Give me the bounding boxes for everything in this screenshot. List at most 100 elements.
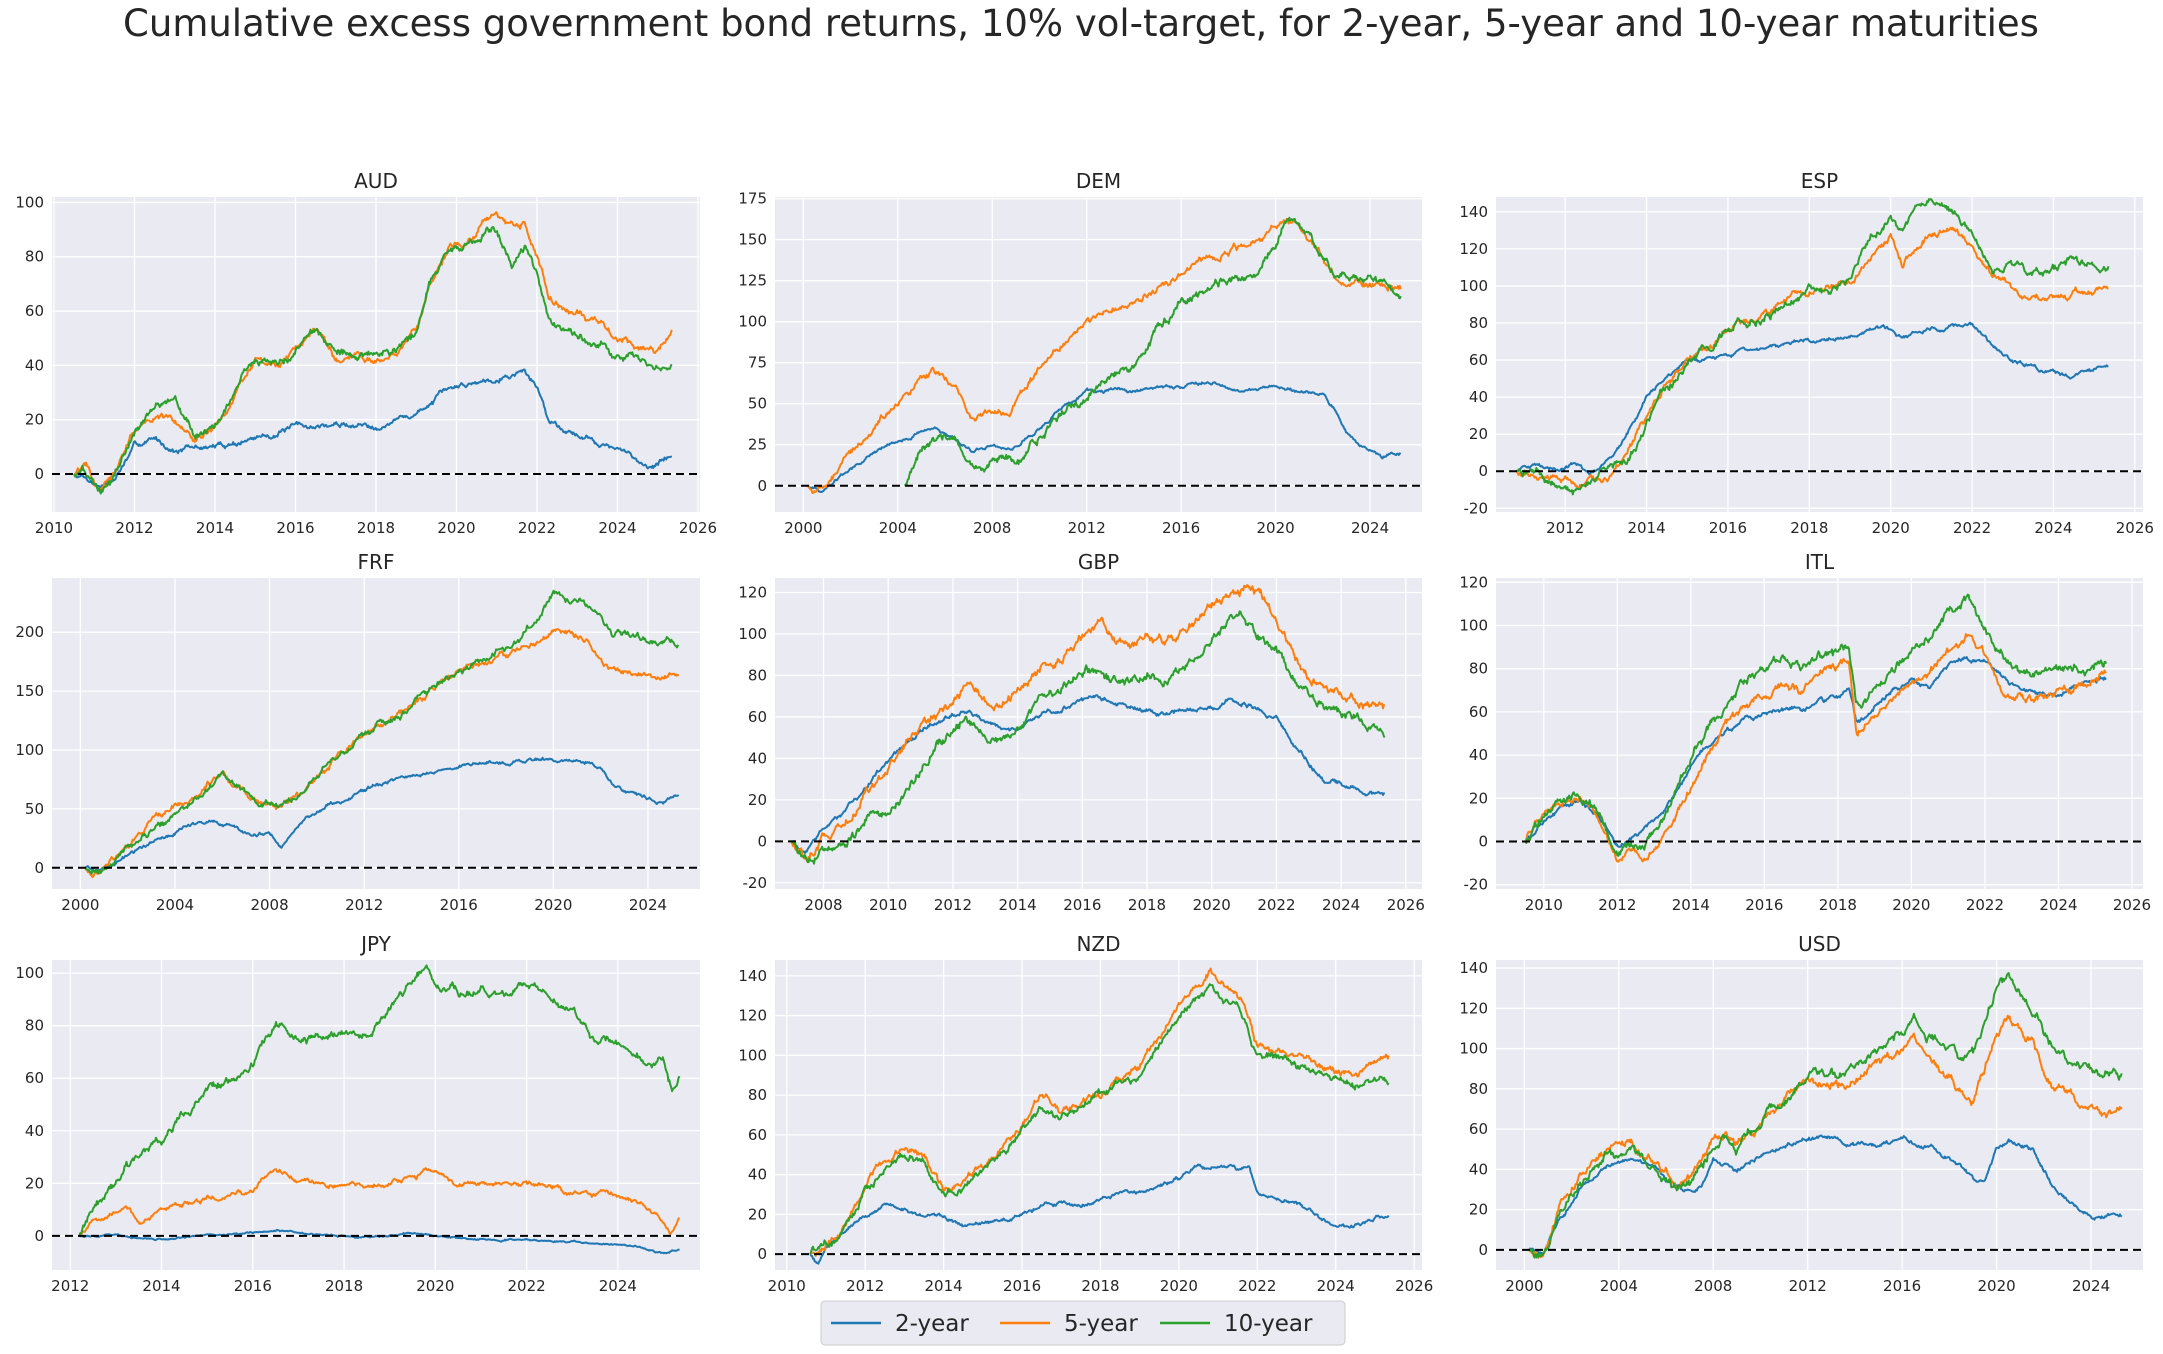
x-tick-label: 2024 [1322, 896, 1360, 914]
y-tick-label: 80 [25, 248, 44, 266]
plot-area-nzd [775, 960, 1422, 1270]
y-tick-label: 120 [1459, 240, 1488, 258]
x-tick-label: 2010 [1525, 896, 1563, 914]
x-tick-label: 2020 [416, 1277, 454, 1295]
x-tick-label: 2000 [784, 519, 822, 537]
series-line-2-year-itl [1524, 656, 2107, 848]
y-tick-label: 20 [748, 791, 767, 809]
x-tick-label: 2018 [1128, 896, 1166, 914]
series-line-10-year-gbp [790, 610, 1386, 865]
x-tick-label: 2022 [1953, 519, 1991, 537]
panel-esp: 2012 2014 2016 2018 2020 2022 2024 2026 -20 0 20 40… [1459, 169, 2154, 537]
figure-title: Cumulative excess government bond return… [123, 2, 2039, 45]
x-tick-label: 2004 [879, 519, 917, 537]
x-tick-label: 2020 [437, 519, 475, 537]
y-tick-label: 0 [34, 859, 44, 877]
x-tick-label: 2016 [234, 1277, 272, 1295]
panel-dem: 2000 2004 2008 2012 2016 2020 2024 0 25 50 75 100 12… [738, 169, 1422, 537]
x-tick-label: 2016 [440, 896, 478, 914]
panel-title-esp: ESP [1801, 169, 1838, 193]
x-tick-label: 2020 [1193, 896, 1231, 914]
x-tick-label: 2012 [934, 896, 972, 914]
y-tick-label: 20 [1469, 425, 1488, 443]
panel-title-dem: DEM [1076, 169, 1121, 193]
series-line-2-year-jpy [78, 1228, 680, 1255]
x-tick-label: 2012 [1546, 519, 1584, 537]
y-tick-label: 80 [748, 666, 767, 684]
y-tick-label: 120 [1459, 999, 1488, 1017]
series-line-5-year-usd [1528, 1014, 2123, 1259]
x-tick-label: 2012 [1068, 519, 1106, 537]
x-tick-label: 2012 [345, 896, 383, 914]
y-tick-label: 100 [738, 1046, 767, 1064]
panel-nzd: 2010 2012 2014 2016 2018 2020 2022 2024 2026 0 20 4… [738, 932, 1433, 1295]
x-tick-label: 2024 [629, 896, 667, 914]
legend: 2-year 5-year 10-year [820, 1300, 1346, 1346]
x-tick-label: 2008 [973, 519, 1011, 537]
x-tick-label: 2026 [1387, 896, 1425, 914]
x-tick-label: 2024 [2034, 519, 2072, 537]
x-tick-label: 2016 [1063, 896, 1101, 914]
y-tick-label: 100 [1459, 1040, 1488, 1058]
y-tick-label: 120 [738, 1007, 767, 1025]
y-tick-label: 140 [738, 967, 767, 985]
x-tick-label: 2024 [599, 1277, 637, 1295]
y-tick-label: 40 [748, 749, 767, 767]
legend-label-10-year: 10-year [1224, 1311, 1313, 1337]
y-tick-label: 80 [748, 1086, 767, 1104]
y-tick-label: 100 [15, 964, 44, 982]
panel-title-nzd: NZD [1076, 932, 1120, 956]
series-line-5-year-frf [84, 628, 680, 879]
y-tick-label: 60 [25, 1069, 44, 1087]
panel-usd: 2000 2004 2008 2012 2016 2020 2024 0 20 40 60 80 100… [1459, 932, 2143, 1295]
x-tick-label: 2012 [1598, 896, 1636, 914]
series-line-10-year-aud [73, 226, 673, 495]
x-tick-label: 2020 [1872, 519, 1910, 537]
legend-label-5-year: 5-year [1064, 1311, 1138, 1337]
y-tick-label: -20 [743, 874, 768, 892]
y-tick-label: 60 [748, 1126, 767, 1144]
y-tick-label: -20 [1464, 499, 1489, 517]
x-tick-label: 2024 [2039, 896, 2077, 914]
panel-title-itl: ITL [1805, 550, 1835, 574]
panel-gbp: 2008 2010 2012 2014 2016 2018 2020 2022 2024 2026… [738, 550, 1425, 914]
series-line-5-year-aud [74, 211, 673, 491]
x-tick-label: 2016 [1003, 1277, 1041, 1295]
series-line-5-year-esp [1515, 226, 2109, 491]
panel-title-frf: FRF [358, 550, 395, 574]
x-tick-label: 2016 [1162, 519, 1200, 537]
x-tick-label: 2010 [869, 896, 907, 914]
panel-itl: 2010 2012 2014 2016 2018 2020 2022 2024 2026 -20 0… [1459, 550, 2151, 914]
x-tick-label: 2026 [679, 519, 717, 537]
x-tick-label: 2018 [357, 519, 395, 537]
y-tick-label: 0 [34, 465, 44, 483]
y-tick-label: 0 [757, 1245, 767, 1263]
y-tick-label: 40 [25, 1122, 44, 1140]
y-tick-label: 100 [15, 741, 44, 759]
plot-area-gbp [775, 578, 1422, 889]
y-tick-label: 100 [1459, 617, 1488, 635]
x-tick-label: 2012 [115, 519, 153, 537]
panel-grid: 2010 2012 2014 2016 2018 2020 2022 2024 20260204… [15, 169, 2154, 1295]
y-tick-label: 150 [15, 682, 44, 700]
plot-area-usd [1496, 960, 2143, 1270]
series-line-2-year-usd [1528, 1134, 2123, 1255]
panel-jpy: 2012 2014 2016 2018 2020 2022 2024 0 20 40 60 80 100… [15, 932, 700, 1295]
series-line-10-year-dem [904, 216, 1402, 487]
y-tick-label: 20 [1469, 789, 1488, 807]
x-tick-label: 2020 [534, 896, 572, 914]
x-tick-label: 2012 [1789, 1277, 1827, 1295]
x-tick-label: 2010 [35, 519, 73, 537]
x-tick-label: 2020 [1978, 1277, 2016, 1295]
x-tick-label: 2024 [1317, 1277, 1355, 1295]
x-tick-label: 2014 [196, 519, 234, 537]
plot-area-frf [52, 578, 700, 889]
series-line-10-year-esp [1515, 198, 2110, 496]
y-tick-label: 60 [1469, 703, 1488, 721]
y-tick-label: 0 [757, 477, 767, 495]
y-tick-label: 100 [738, 625, 767, 643]
x-tick-label: 2014 [925, 1277, 963, 1295]
x-tick-label: 2022 [1257, 896, 1295, 914]
y-tick-label: 120 [1459, 573, 1488, 591]
